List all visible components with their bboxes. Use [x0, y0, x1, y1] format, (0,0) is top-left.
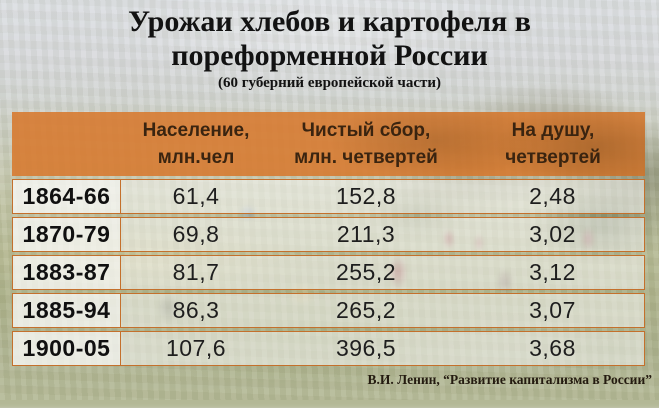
per-capita-cell: 3,68 — [529, 335, 576, 361]
source-citation: В.И. Ленин, “Развитие капитализма в Росс… — [367, 372, 653, 387]
table-row: 1885-94 86,3 265,2 3,07 — [12, 293, 645, 328]
slide-title-line-1: Урожаи хлебов и картофеля в — [128, 5, 531, 38]
population-cell: 61,4 — [172, 183, 220, 209]
table-row: 1900-05 107,6 396,5 3,68 — [12, 331, 645, 366]
period-cell: 1885-94 — [13, 294, 121, 327]
per-capita-cell: 3,12 — [529, 259, 576, 285]
harvest-table: Население, млн.чел Чистый сбор, млн. чет… — [12, 112, 645, 369]
header-net-yield-line1: Чистый сбор, — [301, 120, 431, 141]
table-row: 1864-66 61,4 152,8 2,48 — [12, 179, 645, 214]
header-cell-population: Население, млн.чел — [121, 117, 271, 171]
header-cell-per-capita: На душу, четвертей — [461, 117, 645, 171]
slide-subtitle: (60 губерний европейской части) — [217, 75, 441, 91]
population-cell: 81,7 — [172, 259, 220, 285]
per-capita-cell: 3,07 — [529, 297, 576, 323]
net-yield-cell: 211,3 — [336, 221, 396, 247]
period-cell: 1900-05 — [13, 332, 121, 365]
per-capita-cell: 2,48 — [529, 183, 576, 209]
header-per-capita-line1: На душу, — [511, 120, 595, 141]
slide-title-block: Урожаи хлебов и картофеля в пореформенно… — [0, 5, 659, 92]
table-row: 1883-87 81,7 255,2 3,12 — [12, 255, 645, 290]
net-yield-cell: 255,2 — [335, 259, 397, 285]
per-capita-cell: 3,02 — [529, 221, 576, 247]
header-population-line1: Население, — [142, 120, 250, 141]
net-yield-cell: 152,8 — [335, 183, 397, 209]
population-cell: 107,6 — [165, 335, 227, 361]
header-per-capita-line2: четвертей — [505, 147, 601, 168]
table-row: 1870-79 69,8 211,3 3,02 — [12, 217, 645, 252]
period-cell: 1864-66 — [13, 180, 121, 213]
net-yield-cell: 265,2 — [335, 297, 397, 323]
header-net-yield-line2: млн. четвертей — [294, 147, 438, 168]
period-cell: 1883-87 — [13, 256, 121, 289]
table-header-row: Население, млн.чел Чистый сбор, млн. чет… — [12, 112, 645, 176]
net-yield-cell: 396,5 — [335, 335, 397, 361]
period-cell: 1870-79 — [13, 218, 121, 251]
population-cell: 69,8 — [172, 221, 220, 247]
header-cell-net-yield: Чистый сбор, млн. четвертей — [271, 117, 461, 171]
slide-title-line-2: пореформенной России — [171, 39, 488, 72]
population-cell: 86,3 — [172, 297, 220, 323]
header-population-line2: млн.чел — [157, 147, 235, 168]
